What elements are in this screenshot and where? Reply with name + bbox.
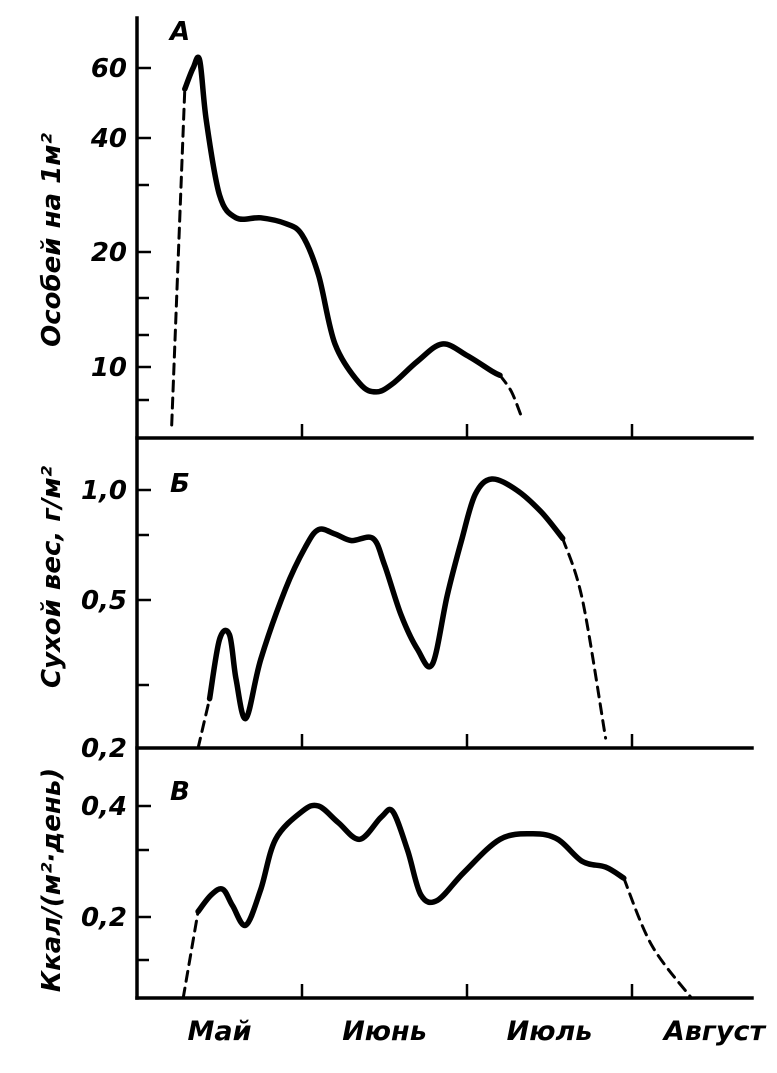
month-label-3: Август (662, 1016, 767, 1047)
month-label-0: Май (187, 1016, 251, 1047)
y-axis-title-a: Особей на 1м² (37, 133, 67, 347)
month-label-2: Июль (507, 1016, 593, 1047)
y-axis-title-c: Ккал/(м²·день) (37, 768, 67, 992)
series-2-0-dashed (181, 910, 200, 1000)
y-tick-label-2-0: 0,2 (81, 903, 127, 933)
y-tick-label-2-1: 0,4 (81, 792, 127, 822)
panel-label-b: Б (170, 469, 190, 499)
series-1-2-dashed (561, 536, 608, 740)
series-2-1-solid (195, 802, 627, 929)
y-tick-label-0-0: 10 (91, 353, 127, 383)
y-tick-label-1-0: 0,2 (81, 734, 127, 764)
y-axis-title-b: Сухой вес, г/м² (37, 465, 67, 688)
series-0-1-solid (182, 54, 503, 395)
y-tick-label-0-2: 40 (90, 124, 127, 154)
panel-label-c: В (170, 777, 190, 807)
y-tick-label-1-2: 1,0 (81, 476, 127, 506)
month-label-1: Июнь (342, 1016, 427, 1047)
y-tick-label-1-1: 0,5 (81, 586, 127, 616)
series-0-2-dashed (498, 373, 523, 419)
y-tick-label-0-3: 60 (91, 54, 127, 84)
month-labels: Май Июнь Июль Август (187, 1016, 766, 1047)
y-tick-label-0-1: 20 (91, 238, 127, 268)
series-1-0-dashed (196, 697, 212, 750)
series-0-0-dashed (170, 87, 187, 427)
tick-layer: 10 20 40 60 0,2 0,5 1,0 0,2 0,4 (81, 54, 634, 998)
panel-label-a: A (168, 17, 190, 47)
series-2-2-dashed (622, 876, 693, 1000)
curve-layer (170, 54, 693, 1000)
series-1-1-solid (206, 476, 566, 722)
